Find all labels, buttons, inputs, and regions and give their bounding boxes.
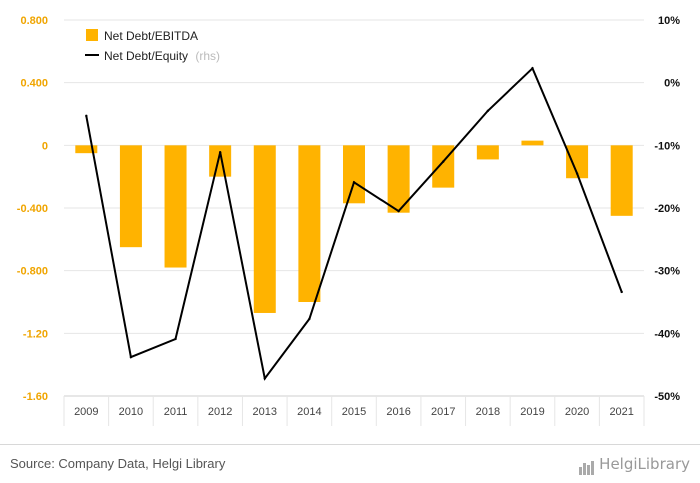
- left-tick-label: 0.400: [20, 78, 48, 90]
- bar-2015: [343, 145, 365, 204]
- legend-rhs-note: (rhs): [195, 49, 220, 63]
- right-tick-label: -40%: [654, 328, 680, 340]
- right-tick-label: 0%: [664, 78, 680, 90]
- point-2015: [352, 181, 356, 184]
- legend-label-line: Net Debt/Equity: [104, 49, 188, 63]
- library-icon: [579, 457, 595, 475]
- x-tick-label: 2019: [520, 406, 544, 418]
- legend: Net Debt/EBITDA Net Debt/Equity (rhs): [85, 29, 220, 63]
- bar-2009: [75, 145, 98, 154]
- left-tick-label: -0.400: [17, 203, 48, 215]
- x-axis: 2009 2010 2011 2012 2013 2014 2015 2016 2017 2018…: [63, 396, 645, 426]
- left-tick-label: -1.60: [23, 391, 48, 403]
- point-2021: [620, 290, 623, 294]
- x-tick-label: 2021: [609, 406, 633, 418]
- brand-name: HelgiLibrary: [599, 455, 690, 473]
- right-tick-label: -20%: [654, 203, 680, 215]
- x-tick-label: 2014: [297, 406, 321, 418]
- point-2018: [486, 109, 490, 113]
- point-2009: [85, 114, 88, 118]
- bar-2014: [298, 145, 321, 302]
- point-2016: [397, 209, 400, 213]
- bar-2020: [566, 145, 589, 179]
- line-series: [85, 66, 623, 381]
- right-tick-label: -30%: [654, 266, 680, 278]
- left-axis: 0.800 0.400 0 -0.400 -0.800 -1.20 -1.60: [17, 15, 48, 403]
- legend-swatch-bar: [86, 29, 98, 41]
- brand-logo: HelgiLibrary: [579, 455, 690, 475]
- right-axis: 10% 0% -10% -20% -30% -40% -50%: [654, 15, 680, 403]
- point-2010: [129, 355, 133, 359]
- point-2014: [308, 317, 311, 321]
- left-tick-label: -1.20: [23, 328, 48, 340]
- bar-2011: [164, 145, 187, 268]
- x-tick-label: 2013: [253, 406, 277, 418]
- x-tick-label: 2010: [119, 406, 143, 418]
- x-tick-label: 2015: [342, 406, 366, 418]
- combo-chart: 0.800 0.400 0 -0.400 -0.800 -1.20 -1.60 10% 0% -…: [17, 15, 680, 426]
- bar-2019: [521, 140, 544, 146]
- right-tick-label: -50%: [654, 391, 680, 403]
- bar-2016: [387, 145, 410, 213]
- legend-label-line-group: Net Debt/Equity (rhs): [104, 49, 220, 63]
- point-2019: [531, 67, 534, 70]
- x-tick-label: 2018: [476, 406, 500, 418]
- bar-2013: [253, 145, 276, 313]
- bar-2021: [610, 145, 633, 216]
- x-tick-label: 2020: [565, 406, 589, 418]
- x-tick-label: 2016: [386, 406, 410, 418]
- point-2011: [174, 337, 177, 341]
- bar-2012: [209, 145, 232, 177]
- left-tick-label: 0.800: [20, 15, 48, 27]
- bar-series: [75, 140, 633, 313]
- point-2012: [218, 151, 222, 154]
- x-tick-label: 2011: [164, 406, 188, 418]
- right-tick-label: 10%: [658, 15, 680, 27]
- source-text: Source: Company Data, Helgi Library: [10, 456, 226, 471]
- right-tick-label: -10%: [654, 140, 680, 152]
- point-2013: [263, 377, 266, 380]
- bar-2018: [476, 145, 499, 160]
- x-tick-label: 2009: [74, 406, 98, 418]
- point-2020: [575, 172, 579, 175]
- x-tick-label: 2017: [431, 406, 455, 418]
- footer: Source: Company Data, Helgi Library Helg…: [0, 444, 700, 483]
- x-tick-label: 2012: [208, 406, 232, 418]
- left-tick-label: 0: [42, 140, 48, 152]
- bar-2010: [119, 145, 142, 248]
- legend-label-bar: Net Debt/EBITDA: [104, 29, 198, 43]
- gridlines: [64, 19, 644, 397]
- point-2017: [442, 160, 445, 163]
- left-tick-label: -0.800: [17, 266, 48, 278]
